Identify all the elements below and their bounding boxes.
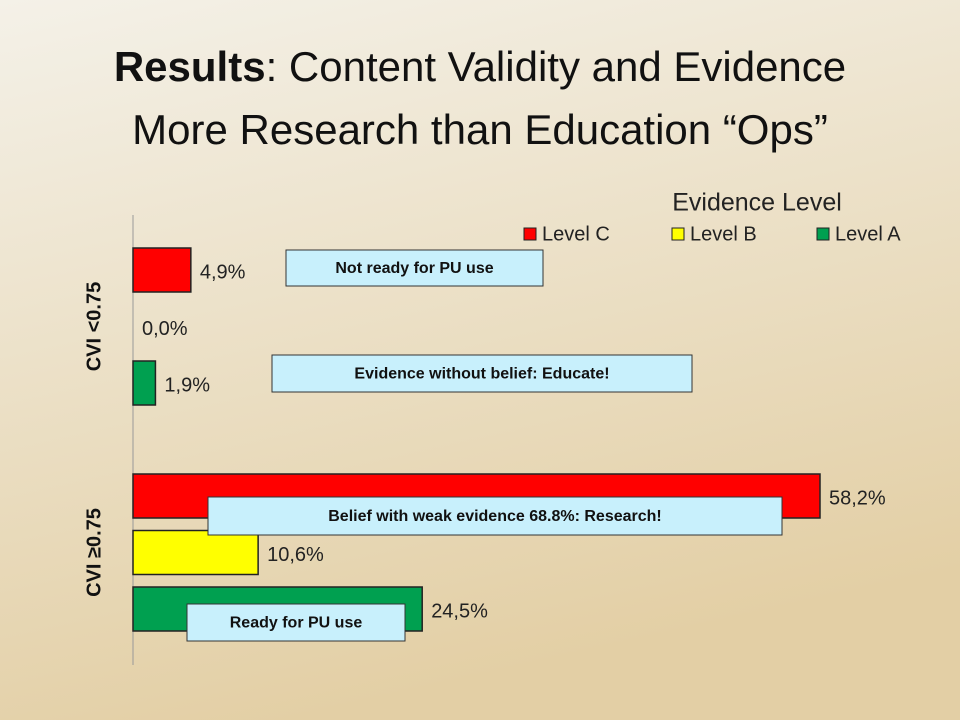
category-label: CVI ≥0.75: [83, 508, 105, 597]
annotation-box: [285, 249, 544, 287]
title-bold: Results: [114, 43, 266, 90]
annotation: Ready for PU use: [230, 615, 363, 632]
legend-label: Level B: [690, 223, 757, 245]
title-rest: : Content Validity and Evidence: [266, 43, 847, 90]
annotation: Evidence without belief: Educate!: [354, 366, 609, 383]
legend-swatch: [816, 227, 830, 241]
annotation-box: [207, 496, 783, 536]
chart-title: Results: Content Validity and Evidence: [114, 43, 846, 90]
value-label: 24,5%: [431, 600, 488, 622]
legend-swatch: [523, 227, 537, 241]
chart-subtitle: More Research than Education “Ops”: [132, 106, 828, 153]
annotation: Belief with weak evidence 68.8%: Researc…: [328, 508, 661, 525]
annotation: Not ready for PU use: [335, 260, 493, 277]
value-label: 0,0%: [142, 318, 188, 340]
category-label: CVI <0.75: [83, 282, 105, 372]
annotation-box: [271, 354, 693, 393]
annotation-box: [186, 603, 406, 642]
bar: [132, 529, 259, 576]
bar: [132, 247, 192, 293]
legend-label: Level C: [542, 223, 610, 245]
legend-title: Evidence Level: [672, 189, 842, 217]
value-label: 1,9%: [164, 374, 210, 396]
legend-swatch: [671, 227, 685, 241]
value-label: 10,6%: [267, 544, 324, 566]
value-label: 4,9%: [200, 261, 246, 283]
value-label: 58,2%: [829, 487, 886, 509]
legend-label: Level A: [835, 223, 901, 245]
bar: [132, 360, 157, 406]
